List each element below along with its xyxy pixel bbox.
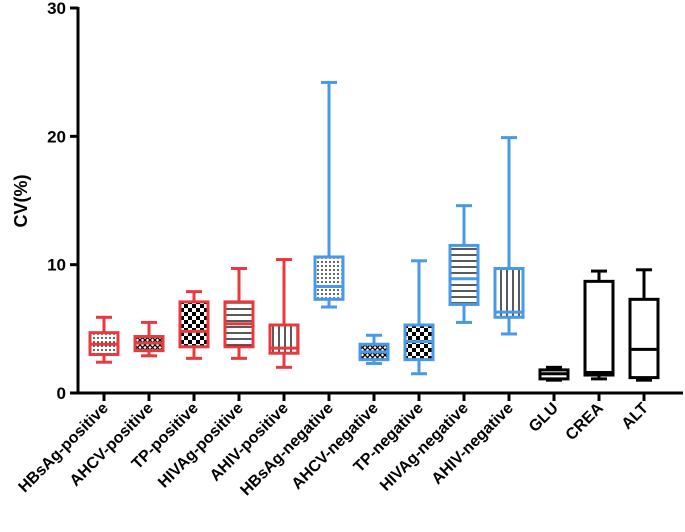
x-tick-label: GLU xyxy=(526,400,562,436)
y-axis-title: CV(%) xyxy=(11,174,31,227)
x-tick-label: AHCV-positive xyxy=(67,400,157,490)
box-tp-negative xyxy=(403,259,435,376)
box-iqr xyxy=(313,255,345,301)
box-alt xyxy=(628,268,660,382)
x-tick-label: AHIV-negative xyxy=(429,400,517,488)
box-iqr xyxy=(628,297,660,380)
box-hivag-negative xyxy=(448,204,480,324)
x-tick-label: CREA xyxy=(563,399,607,443)
box-glu xyxy=(538,365,570,382)
box-iqr xyxy=(448,243,480,306)
box-ahcv-negative xyxy=(358,333,390,365)
box-iqr xyxy=(493,267,525,319)
y-tick-label: 30 xyxy=(47,0,66,18)
box-ahiv-positive xyxy=(268,258,300,369)
box-crea xyxy=(583,269,615,381)
boxes-layer xyxy=(88,80,660,382)
y-tick-label: 0 xyxy=(57,384,66,403)
x-tick-label: ALT xyxy=(619,400,652,433)
x-tick-label: AHIV-positive xyxy=(207,400,292,485)
x-ticks: HBsAg-positiveAHCV-positiveTP-positiveHI… xyxy=(16,393,652,499)
y-ticks: 0 10 20 30 xyxy=(47,0,78,403)
axes-layer xyxy=(76,7,683,395)
y-tick-label: 20 xyxy=(47,127,66,146)
box-ahiv-negative xyxy=(493,136,525,336)
box-iqr xyxy=(178,300,210,349)
box-tp-positive xyxy=(178,290,210,360)
box-hbsag-positive xyxy=(88,315,120,364)
y-tick-label: 10 xyxy=(47,256,66,275)
box-hbsag-negative xyxy=(313,80,345,309)
box-iqr xyxy=(583,279,615,377)
box-ahcv-positive xyxy=(133,320,165,358)
box-hivag-positive xyxy=(223,267,255,360)
